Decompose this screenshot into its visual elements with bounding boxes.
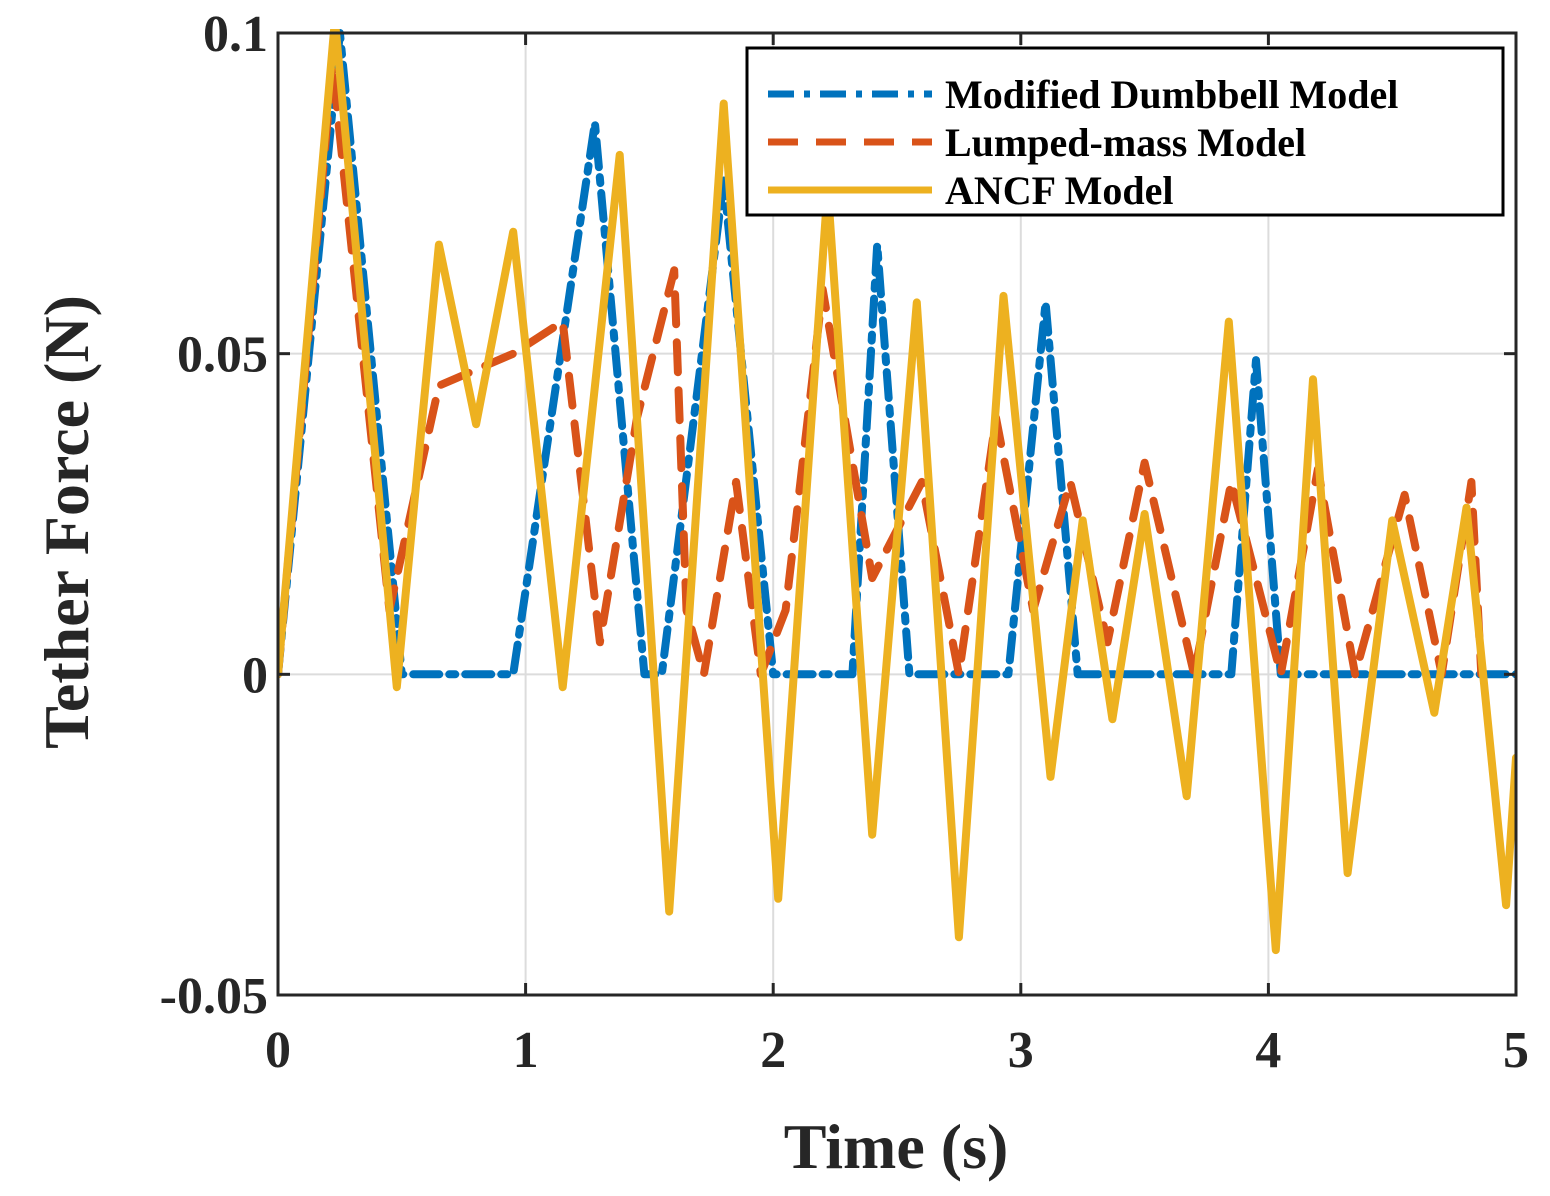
- x-axis-title: Time (s): [784, 1111, 1009, 1182]
- y-tick-label-3: 0.1: [203, 6, 268, 63]
- series-line-ancf-model: [278, 29, 1516, 955]
- legend-label-ancf: ANCF Model: [945, 168, 1173, 213]
- x-tick-label-2: 2: [760, 1022, 786, 1079]
- plot-area: [278, 29, 1516, 955]
- x-tick-label-1: 1: [513, 1022, 539, 1079]
- y-tick-label-1: 0: [242, 647, 268, 704]
- y-axis-title: Tether Force (N): [31, 295, 102, 749]
- axes: [276, 31, 1518, 997]
- legend: Modified Dumbbell Model Lumped-mass Mode…: [745, 46, 1505, 217]
- x-tick-label-5: 5: [1503, 1022, 1529, 1079]
- legend-label-lumped-mass: Lumped-mass Model: [945, 120, 1306, 165]
- legend-label-modified-dumbbell: Modified Dumbbell Model: [945, 72, 1398, 117]
- x-tick-label-4: 4: [1255, 1022, 1281, 1079]
- x-tick-label-3: 3: [1008, 1022, 1034, 1079]
- series-line-modified-dumbbell-model: [278, 29, 1516, 679]
- y-tick-label-2: 0.05: [177, 327, 268, 384]
- y-tick-label-0: -0.05: [160, 968, 268, 1025]
- axes-box: [276, 31, 1518, 997]
- x-tick-label-0: 0: [265, 1022, 291, 1079]
